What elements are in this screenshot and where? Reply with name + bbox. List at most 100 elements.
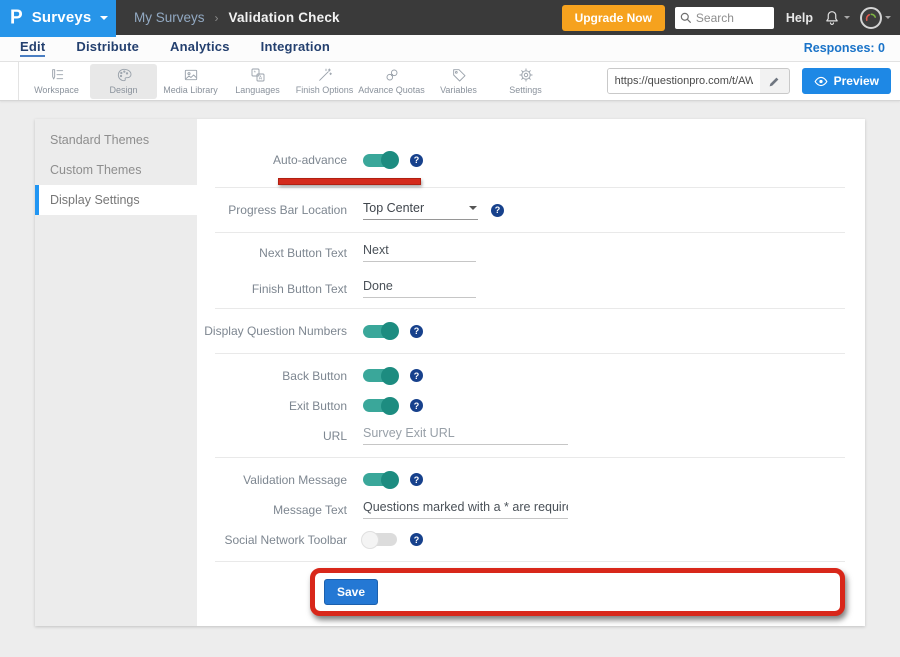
gear-icon — [518, 68, 533, 82]
search-box — [674, 6, 774, 29]
toolbar-item-label: Advance Quotas — [358, 85, 425, 95]
topbar-right: Upgrade Now Help — [561, 4, 900, 31]
help-icon[interactable]: ? — [410, 324, 423, 338]
eye-icon — [814, 76, 828, 86]
toolbar-item-workspace[interactable]: Workspace — [23, 64, 90, 99]
avatar — [860, 6, 882, 29]
section-button-text: Next Button Text Finish Button Text — [215, 233, 845, 309]
toggle-knob — [381, 322, 399, 340]
display-question-numbers-label: Display Question Numbers — [204, 324, 347, 338]
breadcrumb-my-surveys[interactable]: My Surveys — [134, 10, 205, 25]
svg-text:*: * — [253, 70, 255, 76]
back-button-row: Back Button ? — [215, 361, 845, 391]
breadcrumb: My Surveys › Validation Check — [134, 10, 340, 25]
design-sidebar: Standard Themes Custom Themes Display Se… — [35, 119, 197, 626]
account-menu[interactable] — [860, 6, 891, 29]
survey-url-box — [606, 68, 790, 94]
message-text-label: Message Text — [273, 502, 347, 517]
toggle-knob — [381, 151, 399, 169]
sidebar-item-display-settings[interactable]: Display Settings — [35, 185, 197, 215]
display-question-numbers-row: Display Question Numbers ? — [204, 316, 845, 346]
toolbar-item-label: Media Library — [163, 85, 218, 95]
validation-message-label: Validation Message — [243, 472, 347, 487]
toggle-knob — [361, 530, 379, 549]
toolbar-item-media-library[interactable]: Media Library — [157, 64, 224, 99]
help-icon[interactable]: ? — [410, 533, 423, 546]
search-icon — [680, 12, 691, 23]
help-icon[interactable]: ? — [491, 203, 504, 217]
chevron-down-icon — [885, 16, 891, 19]
workspace-icon — [51, 69, 63, 80]
chevron-down-icon — [844, 16, 850, 19]
notifications-menu[interactable] — [823, 9, 850, 27]
product-menu[interactable]: P Surveys — [0, 0, 116, 35]
social-toolbar-toggle[interactable] — [361, 530, 397, 549]
translate-icon: *A — [251, 68, 264, 82]
survey-url-input[interactable] — [607, 69, 760, 93]
upgrade-now-button[interactable]: Upgrade Now — [561, 4, 665, 31]
toolbar-item-label: Design — [109, 85, 138, 95]
validation-message-toggle[interactable] — [363, 470, 399, 489]
help-icon[interactable]: ? — [410, 399, 423, 412]
exit-url-input[interactable] — [363, 426, 568, 445]
toolbar-item-design[interactable]: Design — [90, 63, 157, 99]
toolbar-item-label: Languages — [235, 85, 280, 95]
search-input[interactable] — [695, 10, 769, 25]
toggle-knob — [381, 366, 399, 385]
edit-url-button[interactable] — [760, 69, 789, 93]
preview-button[interactable]: Preview — [801, 68, 891, 94]
links-icon — [386, 69, 397, 81]
help-link[interactable]: Help — [785, 10, 813, 25]
exit-button-toggle[interactable] — [363, 396, 399, 415]
toolbar-items: Workspace Design Media Library * A Langua… — [18, 62, 559, 100]
save-button[interactable]: Save — [324, 579, 379, 605]
tab-distribute[interactable]: Distribute — [76, 39, 140, 54]
breadcrumb-current-survey: Validation Check — [228, 10, 340, 25]
sidebar-item-standard-themes[interactable]: Standard Themes — [50, 133, 150, 147]
social-toolbar-label: Social Network Toolbar — [224, 532, 347, 547]
display-question-numbers-toggle[interactable] — [363, 322, 399, 340]
pencil-icon — [769, 77, 779, 86]
progress-bar-select[interactable]: Top Center — [363, 201, 478, 220]
tab-integration[interactable]: Integration — [260, 39, 331, 54]
back-button-label: Back Button — [282, 368, 347, 383]
auto-advance-toggle[interactable] — [363, 151, 399, 169]
toolbar-item-settings[interactable]: Settings — [492, 64, 559, 99]
exit-button-row: Exit Button ? — [215, 391, 845, 421]
next-button-label: Next Button Text — [259, 245, 347, 260]
auto-advance-row: Auto-advance ? — [215, 145, 845, 175]
edit-toolbar: Workspace Design Media Library * A Langua… — [0, 62, 900, 101]
red-box-annotation: Save — [310, 568, 845, 616]
nav-tabs: Edit Distribute Analytics Integration — [0, 39, 330, 57]
help-icon[interactable]: ? — [410, 369, 423, 382]
gauge-icon — [865, 13, 876, 21]
toolbar-item-finish-options[interactable]: Finish Options — [291, 64, 358, 99]
exit-url-label: URL — [322, 428, 347, 443]
help-icon[interactable]: ? — [410, 473, 423, 486]
sidebar-item-custom-themes[interactable]: Custom Themes — [50, 163, 142, 177]
section-save: Save — [215, 562, 845, 625]
wand-icon — [318, 68, 332, 81]
message-text-input[interactable] — [363, 500, 568, 519]
section-progress-bar: Progress Bar Location Top Center ? — [215, 188, 845, 233]
progress-bar-row: Progress Bar Location Top Center ? — [215, 195, 845, 225]
tab-edit[interactable]: Edit — [20, 39, 46, 57]
red-underline-annotation — [278, 178, 421, 185]
image-icon — [184, 69, 197, 81]
section-navigation-buttons: Back Button ? Exit Button ? URL — [215, 354, 845, 458]
back-button-toggle[interactable] — [363, 366, 399, 385]
message-text-row: Message Text — [215, 495, 845, 525]
progress-bar-selected-value: Top Center — [363, 200, 425, 215]
toolbar-item-languages[interactable]: * A Languages — [224, 64, 291, 99]
next-button-input[interactable] — [363, 243, 476, 262]
validation-message-row: Validation Message ? — [215, 465, 845, 495]
palette-icon — [117, 68, 131, 82]
auto-advance-label: Auto-advance — [272, 153, 347, 167]
responses-count-link[interactable]: Responses: 0 — [803, 41, 885, 55]
finish-button-input[interactable] — [363, 279, 476, 298]
toolbar-item-advance-quotas[interactable]: Advance Quotas — [358, 64, 425, 99]
tab-analytics[interactable]: Analytics — [170, 39, 230, 54]
toolbar-item-variables[interactable]: Variables — [425, 64, 492, 99]
help-icon[interactable]: ? — [410, 153, 423, 167]
